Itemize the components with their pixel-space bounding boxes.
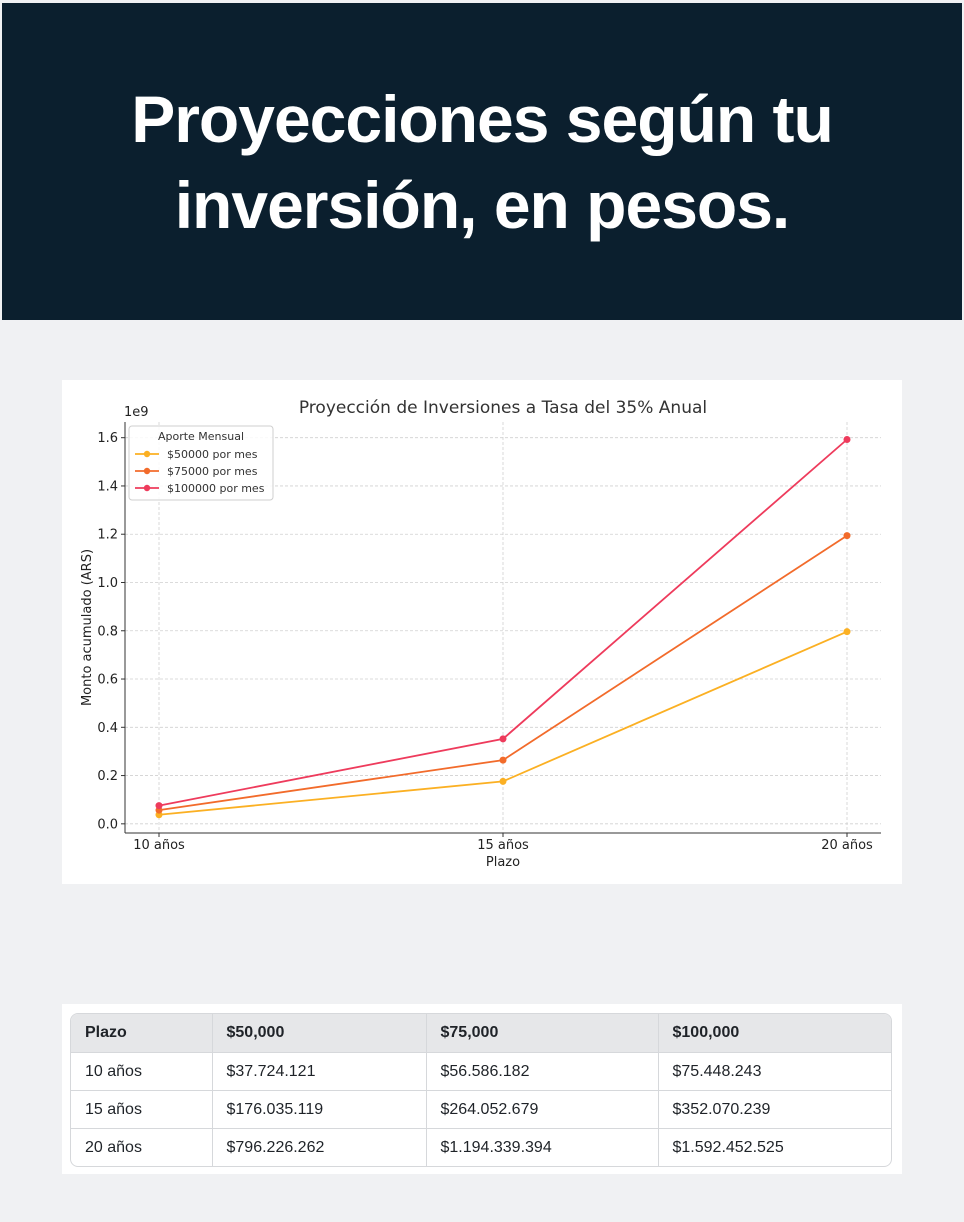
data-point: [843, 532, 851, 540]
table-cell: $796.226.262: [212, 1128, 427, 1166]
y-tick-label: 1.0: [97, 576, 118, 591]
y-tick-label: 0.2: [97, 769, 118, 784]
x-tick-label: 10 años: [133, 838, 185, 853]
data-point: [155, 802, 163, 810]
table-card: Plazo $50,000 $75,000 $100,000 10 años $…: [62, 1004, 902, 1174]
x-tick-label: 15 años: [477, 838, 529, 853]
data-point: [499, 756, 507, 764]
header-banner: Proyecciones según tu inversión, en peso…: [2, 3, 962, 320]
y-tick-label: 1.4: [97, 479, 118, 494]
legend-title: Aporte Mensual: [158, 430, 244, 443]
table-row: 10 años $37.724.121 $56.586.182 $75.448.…: [71, 1052, 891, 1091]
table-header-cell: $75,000: [426, 1014, 659, 1053]
table-row: 20 años $796.226.262 $1.194.339.394 $1.5…: [71, 1128, 891, 1166]
table-header-cell: $100,000: [658, 1014, 891, 1053]
chart-title: Proyección de Inversiones a Tasa del 35%…: [299, 398, 707, 418]
table-cell: $56.586.182: [426, 1052, 659, 1091]
legend-entry: $100000 por mes: [167, 482, 265, 495]
table-cell: 10 años: [71, 1052, 213, 1091]
y-tick-label: 1.6: [97, 431, 118, 446]
table-header-cell: $50,000: [212, 1014, 427, 1053]
table-header-cell: Plazo: [71, 1014, 213, 1053]
legend-swatch-marker: [143, 467, 151, 475]
chart-card: 0.0 0.2 0.4 0.6 0.8 1.0 1.2 1.4 1.6 10 años 15 año…: [62, 380, 902, 884]
y-axis-label: Monto acumulado (ARS): [80, 549, 95, 706]
table-cell: $75.448.243: [658, 1052, 891, 1091]
table-cell: 20 años: [71, 1128, 213, 1166]
projection-table: Plazo $50,000 $75,000 $100,000 10 años $…: [70, 1013, 892, 1167]
table-cell: $37.724.121: [212, 1052, 427, 1091]
y-tick-label: 0.6: [97, 673, 118, 688]
table-cell: $352.070.239: [658, 1090, 891, 1129]
legend-entry: $75000 por mes: [167, 465, 258, 478]
y-tick-label: 1.2: [97, 528, 118, 543]
y-offset-label: 1e9: [124, 405, 149, 420]
data-point: [843, 628, 851, 636]
table-cell: $1.194.339.394: [426, 1128, 659, 1166]
data-point: [499, 777, 507, 785]
table-header-row: Plazo $50,000 $75,000 $100,000: [71, 1014, 891, 1053]
table-row: 15 años $176.035.119 $264.052.679 $352.0…: [71, 1090, 891, 1129]
page-title: Proyecciones según tu inversión, en peso…: [131, 81, 834, 242]
legend-box: [128, 425, 274, 501]
x-axis-label: Plazo: [486, 855, 520, 870]
line-chart: 0.0 0.2 0.4 0.6 0.8 1.0 1.2 1.4 1.6 10 años 15 año…: [80, 398, 881, 870]
legend-swatch-marker: [143, 484, 151, 492]
table-cell: 15 años: [71, 1090, 213, 1129]
legend-swatch-marker: [143, 450, 151, 458]
data-point: [843, 435, 851, 443]
table-cell: $1.592.452.525: [672, 1138, 784, 1156]
x-tick-label: 20 años: [821, 838, 873, 853]
y-tick-label: 0.0: [97, 817, 118, 832]
table-cell: $264.052.679: [426, 1090, 659, 1129]
legend-entry: $50000 por mes: [167, 448, 258, 461]
data-point: [499, 735, 507, 743]
y-tick-label: 0.8: [97, 624, 118, 639]
table-cell: $176.035.119: [212, 1090, 427, 1129]
y-tick-label: 0.4: [97, 721, 118, 736]
